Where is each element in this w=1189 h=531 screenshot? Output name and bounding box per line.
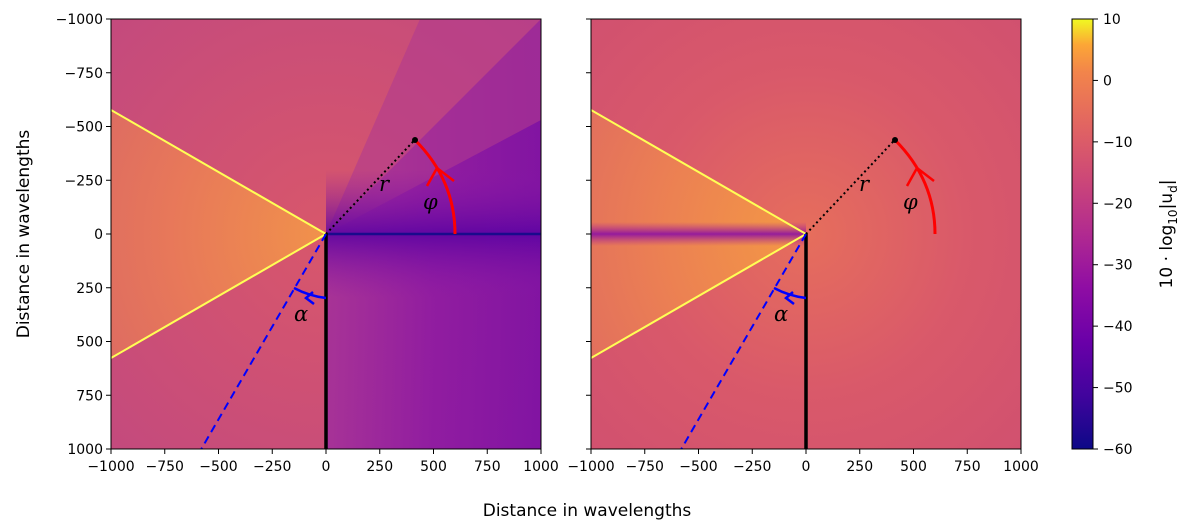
x-tick-label: 250 xyxy=(846,459,873,475)
r-label: r xyxy=(379,172,391,196)
colorbar-tick-label: −30 xyxy=(1103,258,1133,274)
y-tick-label: −1000 xyxy=(56,12,103,28)
observation-point xyxy=(892,137,898,143)
x-tick-label: −500 xyxy=(679,459,717,475)
colorbar-tick-label: −60 xyxy=(1103,442,1133,458)
y-tick-label: −500 xyxy=(65,120,103,136)
phi-arrowhead xyxy=(905,166,935,187)
colorbar xyxy=(1072,19,1093,449)
observation-point xyxy=(412,137,418,143)
colorbar-tick-label: −20 xyxy=(1103,196,1133,212)
shadow-boundary-lower xyxy=(591,233,807,359)
colorbar-tick-label: 0 xyxy=(1103,73,1112,89)
phi-label: φ xyxy=(423,190,438,214)
incident-direction-line xyxy=(200,233,327,449)
y-tick-label: 750 xyxy=(76,388,103,404)
left-annotations: r φ α xyxy=(293,137,457,326)
x-tick-label: −500 xyxy=(199,459,237,475)
left-x-ticks: −1000 −750 −500 −250 0 250 500 750 1000 xyxy=(87,449,559,475)
y-tick-label: 0 xyxy=(94,227,103,243)
y-tick-label: 1000 xyxy=(67,442,103,458)
x-tick-label: −250 xyxy=(253,459,291,475)
shadow-boundary-upper xyxy=(111,109,327,235)
y-tick-label: −250 xyxy=(65,173,103,189)
colorbar-tick-label: −40 xyxy=(1103,319,1133,335)
y-tick-label: 500 xyxy=(76,335,103,351)
phi-arc xyxy=(413,138,457,235)
radius-line xyxy=(805,138,896,235)
alpha-arrowhead xyxy=(784,291,795,305)
colorbar-ticks: 10 0 −10 −20 −30 −40 −50 −60 xyxy=(1093,12,1133,458)
x-tick-label: 0 xyxy=(802,459,811,475)
x-tick-label: 750 xyxy=(474,459,501,475)
x-tick-label: 0 xyxy=(322,459,331,475)
y-axis-label: Distance in wavelengths xyxy=(14,130,34,339)
radius-line xyxy=(325,138,416,235)
x-axis-label: Distance in wavelengths xyxy=(483,501,692,521)
shadow-boundary-lower xyxy=(111,233,327,359)
right-x-ticks: −1000 −750 −500 −250 0 250 500 750 1000 xyxy=(567,449,1039,475)
phi-arrowhead xyxy=(425,166,455,187)
x-tick-label: −1000 xyxy=(87,459,134,475)
left-y-ticks: 1000 750 500 250 0 −250 −500 −750 −1000 xyxy=(56,12,111,458)
x-tick-label: −250 xyxy=(733,459,771,475)
y-tick-label: 250 xyxy=(76,281,103,297)
right-annotations: r φ α xyxy=(773,137,937,326)
alpha-arrowhead xyxy=(304,291,315,305)
colorbar-frame xyxy=(1071,18,1094,450)
colorbar-tick-label: −10 xyxy=(1103,135,1133,151)
colorbar-tick-label: −50 xyxy=(1103,381,1133,397)
shadow-boundary-upper xyxy=(591,109,807,235)
right-y-ticks xyxy=(586,18,591,450)
x-tick-label: −750 xyxy=(146,459,184,475)
x-tick-label: 1000 xyxy=(1003,459,1039,475)
alpha-label: α xyxy=(294,302,308,326)
right-panel-heatmap xyxy=(591,19,1021,449)
colorbar-tick-label: 10 xyxy=(1103,12,1121,28)
x-tick-label: 1000 xyxy=(523,459,559,475)
incident-direction-line xyxy=(680,233,807,449)
r-label: r xyxy=(859,172,871,196)
x-tick-label: 500 xyxy=(420,459,447,475)
phi-arc xyxy=(893,138,937,235)
alpha-label: α xyxy=(774,302,788,326)
phi-label: φ xyxy=(903,190,918,214)
x-tick-label: 250 xyxy=(366,459,393,475)
x-tick-label: 500 xyxy=(900,459,927,475)
min-field-band xyxy=(591,222,806,246)
y-tick-label: −750 xyxy=(65,66,103,82)
colorbar-label: 10 · log10|ud| xyxy=(1157,180,1180,289)
illuminated-wedge xyxy=(111,110,326,358)
x-tick-label: −1000 xyxy=(567,459,614,475)
x-tick-label: −750 xyxy=(626,459,664,475)
left-panel-heatmap xyxy=(111,19,541,449)
x-tick-label: 750 xyxy=(954,459,981,475)
